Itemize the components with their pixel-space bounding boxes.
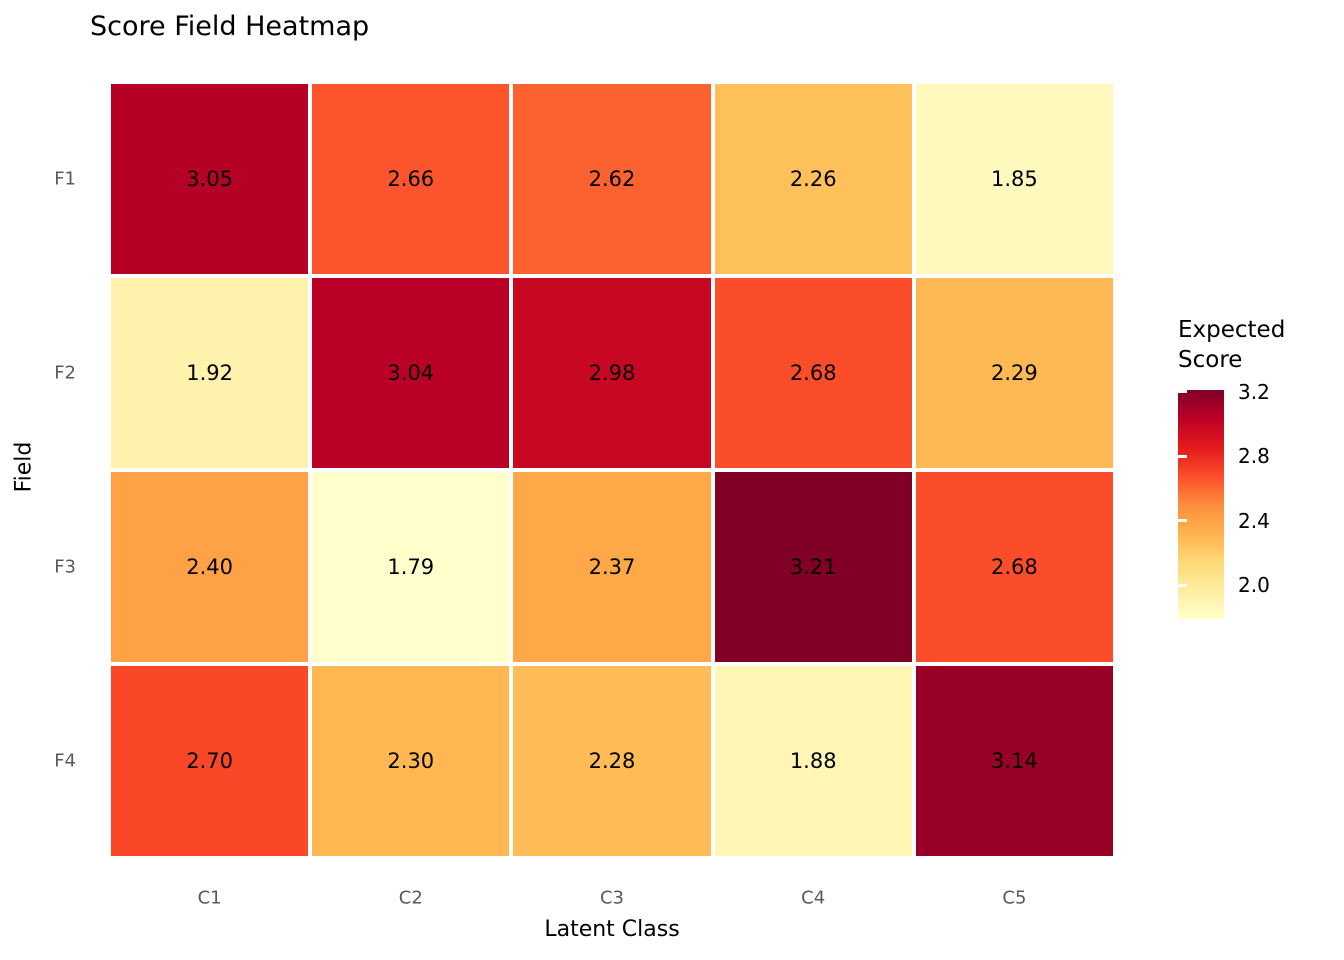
colorbar-tick-mark xyxy=(1178,454,1187,458)
colorbar-tick-label-2.4: 2.4 xyxy=(1238,508,1270,533)
cell-value: 3.05 xyxy=(186,167,233,191)
x-tick-label-C3: C3 xyxy=(599,887,625,909)
heatmap-cell-F1-C1: 3.05 xyxy=(111,84,309,274)
x-tick-label-C5: C5 xyxy=(1002,887,1027,909)
heatmap-cell-F4-C2: 2.30 xyxy=(312,666,510,856)
y-tick-label-F4: F4 xyxy=(54,750,76,772)
heatmap-cell-F3-C1: 2.40 xyxy=(111,472,309,662)
cell-value: 2.37 xyxy=(588,555,636,579)
colorbar-tick-mark xyxy=(1335,519,1344,523)
heatmap-cell-F1-C5: 1.85 xyxy=(915,84,1113,274)
heatmap-cell-F4-C5: 3.14 xyxy=(915,666,1113,856)
colorbar-tick-mark xyxy=(1178,519,1187,523)
heatmap-cell-F1-C4: 2.26 xyxy=(714,84,912,274)
colorbar-tick-mark xyxy=(1335,390,1344,394)
x-tick-label-C4: C4 xyxy=(801,887,826,909)
colorbar-tick-mark xyxy=(1178,390,1187,394)
heatmap-plot-area: 3.05 2.66 2.62 2.26 1.85 1.92 3.04 2.98 2.68 2.29… xyxy=(111,84,1113,856)
cell-value: 1.79 xyxy=(387,555,435,579)
chart-title: Score Field Heatmap xyxy=(90,11,370,42)
cell-value: 2.62 xyxy=(588,167,636,191)
cell-value: 3.14 xyxy=(991,749,1038,773)
cell-value: 2.29 xyxy=(991,361,1038,385)
heatmap-cell-F1-C2: 2.66 xyxy=(312,84,510,274)
x-axis-title: Latent Class xyxy=(544,917,680,942)
heatmap-cell-F3-C3: 2.37 xyxy=(513,472,711,662)
x-axis-tick-labels: C1 C2 C3 C4 C5 xyxy=(111,856,1113,916)
cell-value: 2.26 xyxy=(789,167,837,191)
colorbar-tick-label-2.0: 2.0 xyxy=(1238,573,1270,598)
colorbar-tick-label-2.8: 2.8 xyxy=(1238,444,1270,469)
colorbar-legend: Expected Score 3.2 2.8 2.4 2.0 xyxy=(1178,316,1344,646)
cell-value: 2.30 xyxy=(387,749,435,773)
cell-value: 1.92 xyxy=(186,361,233,385)
cell-value: 1.85 xyxy=(991,167,1038,191)
colorbar-tick-label-3.2: 3.2 xyxy=(1238,379,1270,404)
cell-value: 2.40 xyxy=(186,555,233,579)
cell-value: 2.68 xyxy=(789,361,837,385)
cell-value: 2.68 xyxy=(991,555,1038,579)
heatmap-cell-F4-C3: 2.28 xyxy=(513,666,711,856)
heatmap-cell-F1-C3: 2.62 xyxy=(513,84,711,274)
heatmap-cell-F3-C4: 3.21 xyxy=(714,472,912,662)
legend-title: Expected Score xyxy=(1178,317,1286,373)
y-axis-title: Field xyxy=(11,441,37,493)
heatmap-cell-F2-C5: 2.29 xyxy=(915,278,1113,468)
cell-value: 3.21 xyxy=(789,555,837,579)
heatmap-cell-F3-C2: 1.79 xyxy=(312,472,510,662)
cell-value: 2.66 xyxy=(387,167,435,191)
colorbar-gradient xyxy=(1178,390,1224,619)
y-tick-label-F3: F3 xyxy=(54,556,76,578)
cell-value: 1.88 xyxy=(789,749,837,773)
x-tick-label-C2: C2 xyxy=(398,887,423,909)
heatmap-cell-F2-C1: 1.92 xyxy=(111,278,309,468)
x-tick-label-C1: C1 xyxy=(197,887,222,909)
heatmap-cell-F2-C3: 2.98 xyxy=(513,278,711,468)
cell-value: 3.04 xyxy=(387,361,435,385)
colorbar-tick-mark xyxy=(1335,454,1344,458)
colorbar-tick-mark xyxy=(1335,583,1344,587)
y-axis-tick-labels: F1 F2 F3 F4 xyxy=(0,84,76,856)
y-tick-label-F2: F2 xyxy=(54,362,76,384)
heatmap-cell-F4-C4: 1.88 xyxy=(714,666,912,856)
heatmap-cell-F4-C1: 2.70 xyxy=(111,666,309,856)
cell-value: 2.70 xyxy=(186,749,233,773)
y-tick-label-F1: F1 xyxy=(54,168,76,190)
heatmap-cell-F2-C2: 3.04 xyxy=(312,278,510,468)
colorbar-tick-mark xyxy=(1178,583,1187,587)
cell-value: 2.98 xyxy=(588,361,636,385)
cell-value: 2.28 xyxy=(588,749,636,773)
heatmap-cell-F2-C4: 2.68 xyxy=(714,278,912,468)
heatmap-cell-F3-C5: 2.68 xyxy=(915,472,1113,662)
